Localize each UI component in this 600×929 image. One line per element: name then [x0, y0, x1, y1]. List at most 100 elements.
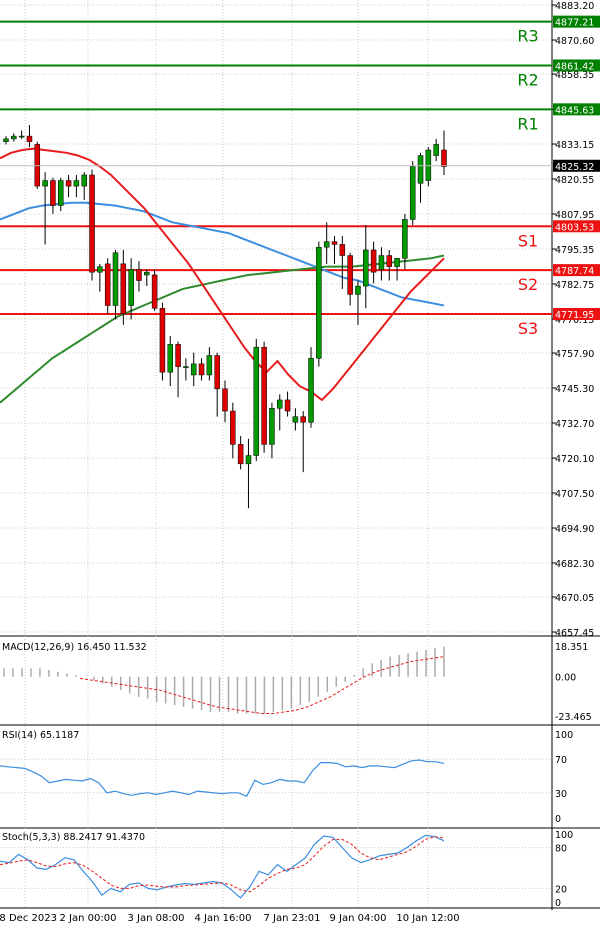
candle-body [144, 271, 150, 276]
candle-body [167, 344, 173, 373]
time-axis-label: 4 Jan 16:00 [195, 913, 252, 924]
time-axis-label: 28 Dec 2023 [0, 913, 57, 924]
level-value-label: 4845.63 [555, 105, 594, 116]
candle-body [417, 155, 424, 184]
candle-body [386, 255, 392, 267]
candle-body [323, 241, 330, 248]
candle-body [284, 399, 291, 412]
level-label-r2: R2 [517, 70, 538, 89]
level-value-label: 4787.74 [555, 266, 594, 277]
candle-body [347, 255, 353, 295]
candle-body [237, 444, 244, 465]
candle-body [269, 408, 275, 445]
stoch-tick-label: 80 [555, 844, 567, 855]
candle-body [222, 388, 228, 412]
level-value-box [553, 307, 600, 320]
candle-body [277, 399, 283, 409]
candle-body [183, 366, 189, 368]
level-value-box [553, 264, 600, 277]
candle-body [433, 144, 439, 156]
candle-body [409, 166, 416, 220]
candle-body [245, 455, 252, 465]
candle-body [378, 255, 385, 270]
stoch-d-line [0, 836, 445, 893]
level-value-label: 4803.53 [555, 222, 594, 233]
candle-body [402, 219, 408, 259]
candle-body [11, 135, 17, 140]
price-tick-label: 4682.30 [555, 559, 594, 570]
candle-body [370, 249, 377, 273]
price-tick-label: 4770.15 [555, 315, 594, 326]
candle-body [120, 263, 127, 315]
price-tick-label: 4858.35 [555, 70, 594, 81]
moving-average-green [0, 254, 445, 404]
stoch-label: Stoch(5,3,3) 88.2417 91.4370 [2, 832, 145, 843]
level-label-r3: R3 [517, 27, 538, 46]
rsi-tick-label: 0 [555, 814, 561, 825]
candle-body [261, 346, 267, 445]
macd-signal-line [79, 656, 445, 714]
candle-body [206, 355, 213, 376]
price-tick-label: 4807.95 [555, 210, 594, 221]
rsi-tick-label: 100 [555, 730, 573, 741]
candle-body [253, 346, 260, 456]
candle-body [89, 174, 95, 273]
candle-body [316, 246, 322, 359]
candle-body [331, 241, 338, 245]
level-label-s1: S1 [518, 231, 538, 250]
price-tick-label: 4870.60 [555, 36, 594, 47]
stoch-tick-label: 20 [555, 884, 567, 895]
price-tick-label: 4707.50 [555, 489, 594, 500]
candle-body [394, 258, 400, 267]
candle-body [73, 180, 80, 187]
level-label-s2: S2 [518, 275, 538, 294]
price-tick-label: 4757.90 [555, 349, 594, 360]
moving-average-blue [0, 201, 445, 307]
price-tick-label: 4732.70 [555, 419, 594, 430]
candle-body [292, 416, 299, 423]
price-tick-label: 4782.75 [555, 280, 594, 291]
candle-body [97, 266, 103, 273]
price-tick-label: 4720.10 [555, 454, 594, 465]
level-value-box [553, 220, 600, 233]
price-tick-label: 4820.55 [555, 175, 594, 186]
level-value-label: 4861.42 [555, 61, 594, 72]
rsi-label: RSI(14) 65.1187 [2, 730, 79, 741]
level-value-label: 4877.21 [555, 18, 594, 29]
candle-body [151, 274, 158, 309]
time-axis-label: 3 Jan 08:00 [128, 913, 185, 924]
candle-body [136, 269, 142, 281]
candle-body [18, 135, 25, 138]
candle-body [230, 410, 236, 445]
candle-body [300, 416, 306, 423]
rsi-line [0, 759, 445, 797]
candle-body [42, 180, 48, 187]
candle-body [363, 249, 369, 287]
macd-tick-label: 18.351 [555, 642, 588, 653]
candle-body [3, 138, 9, 142]
candle-body [441, 149, 447, 167]
stoch-tick-label: 0 [555, 898, 561, 909]
stoch-tick-label: 100 [555, 830, 573, 841]
level-label-r1: R1 [517, 114, 538, 133]
moving-average-red [0, 147, 445, 402]
candle-body [308, 358, 314, 423]
candle-body [26, 135, 33, 142]
level-value-box [553, 15, 600, 28]
candle-body [355, 285, 361, 295]
candle-body [214, 355, 220, 390]
macd-tick-label: -23.465 [555, 712, 592, 723]
price-tick-label: 4795.35 [555, 245, 594, 256]
candle-body [159, 308, 166, 373]
last-price-label: 4825.32 [555, 162, 594, 173]
candle-body [175, 344, 181, 367]
price-tick-label: 4833.15 [555, 140, 594, 151]
price-tick-label: 4745.30 [555, 384, 594, 395]
level-value-box [553, 103, 600, 116]
candle-body [339, 244, 346, 256]
macd-tick-label: 0.00 [555, 673, 576, 684]
last-price-box [553, 159, 600, 172]
level-value-box [553, 59, 600, 72]
price-tick-label: 4883.20 [555, 1, 594, 12]
time-axis-label: 9 Jan 04:00 [330, 913, 387, 924]
